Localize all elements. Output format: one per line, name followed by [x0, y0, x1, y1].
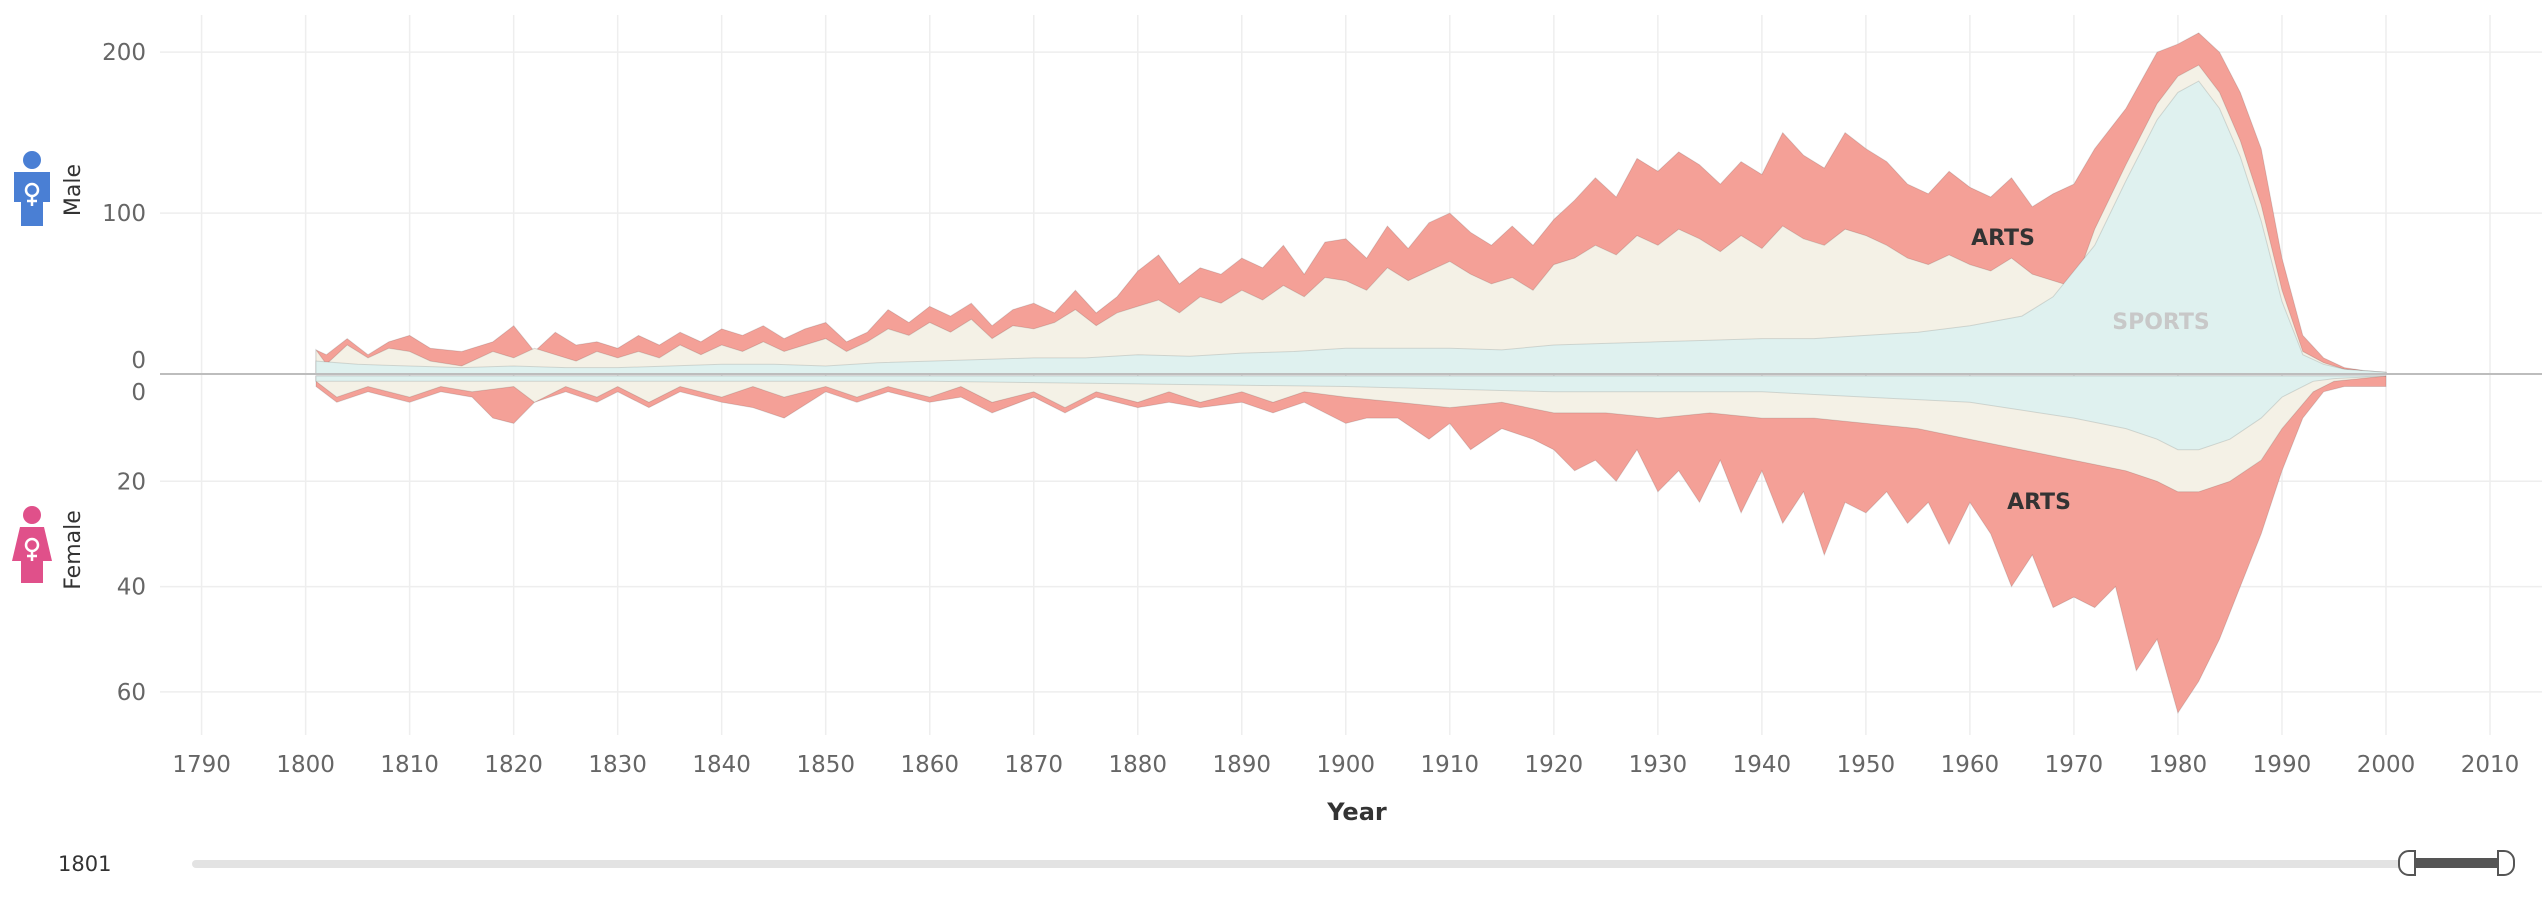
x-tick-label: 1890 — [1213, 752, 1272, 778]
female-y-tick-label: 60 — [117, 680, 146, 706]
x-tick-label: 1980 — [2149, 752, 2208, 778]
year-slider-value: 1801 — [58, 852, 112, 876]
x-tick-label: 1800 — [276, 752, 335, 778]
x-tick-label: 1880 — [1108, 752, 1167, 778]
male-figure-icon — [14, 151, 50, 226]
female-panel-label: Female — [61, 510, 86, 590]
male-sports-label: SPORTS — [2112, 310, 2209, 335]
x-tick-label: 1990 — [2253, 752, 2312, 778]
male-y-tick-label: 200 — [102, 40, 146, 66]
x-tick-label: 1830 — [588, 752, 647, 778]
year-slider-range[interactable] — [2408, 858, 2503, 868]
x-tick-label: 1860 — [900, 752, 959, 778]
x-tick-label: 1960 — [1941, 752, 2000, 778]
x-axis-ticks: 1790 1800 1810 1820 1830 1840 1850 1860 1870 1880… — [172, 752, 2519, 778]
male-arts-label: ARTS — [1971, 226, 2035, 251]
x-tick-label: 1900 — [1317, 752, 1376, 778]
female-y-tick-label: 40 — [117, 575, 146, 601]
year-slider-start-handle[interactable] — [2398, 850, 2416, 876]
female-arts-label: ARTS — [2007, 490, 2071, 515]
y-axis-ticks: 0 100 200 0 20 40 60 — [102, 40, 146, 706]
x-tick-label: 1820 — [484, 752, 543, 778]
area-series-other — [315, 64, 2387, 375]
area-series-sports — [315, 80, 2387, 375]
x-tick-label: 2000 — [2357, 752, 2416, 778]
x-tick-label: 2010 — [2461, 752, 2520, 778]
x-tick-label: 1930 — [1629, 752, 1688, 778]
x-tick-label: 1790 — [172, 752, 231, 778]
x-tick-label: 1920 — [1525, 752, 1584, 778]
area-series-arts — [315, 375, 2387, 715]
male-y-tick-label: 100 — [102, 201, 146, 227]
female-y-tick-label: 20 — [117, 469, 146, 495]
x-tick-label: 1840 — [692, 752, 751, 778]
area-series-sports — [315, 375, 2387, 451]
x-tick-label: 1970 — [2045, 752, 2104, 778]
x-tick-label: 1950 — [1837, 752, 1896, 778]
male-y-tick-label: 0 — [131, 348, 146, 374]
male-panel-label: Male — [61, 164, 86, 216]
x-tick-label: 1850 — [796, 752, 855, 778]
female-figure-icon — [12, 506, 52, 583]
female-panel — [315, 375, 2387, 715]
area-series-other — [315, 375, 2387, 493]
year-slider-track[interactable] — [192, 860, 2502, 868]
x-tick-label: 1810 — [380, 752, 439, 778]
x-tick-label: 1940 — [1733, 752, 1792, 778]
female-y-tick-label: 0 — [131, 380, 146, 406]
year-slider-end-handle[interactable] — [2497, 850, 2515, 876]
x-tick-label: 1870 — [1004, 752, 1063, 778]
male-panel — [315, 32, 2387, 375]
x-tick-label: 1910 — [1421, 752, 1480, 778]
x-axis-title: Year — [1326, 798, 1387, 826]
